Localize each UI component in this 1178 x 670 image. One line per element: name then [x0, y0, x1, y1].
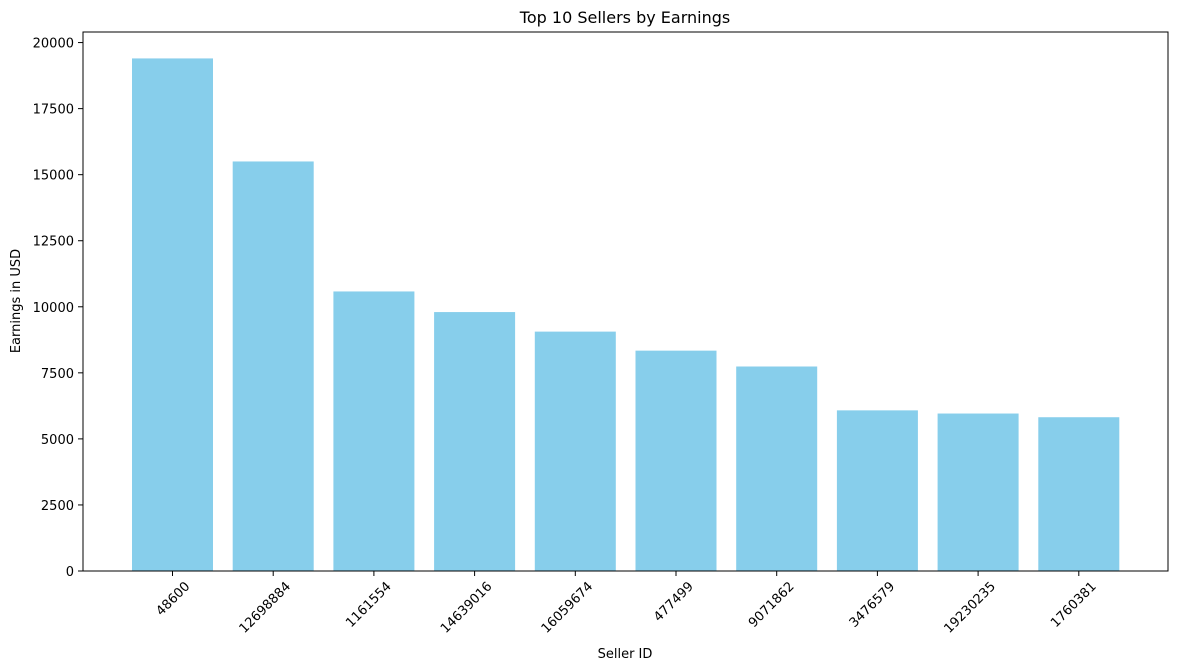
y-tick-label: 17500	[33, 103, 74, 118]
bar-48600	[132, 58, 213, 571]
y-tick-label: 15000	[33, 169, 74, 184]
y-tick-label: 7500	[41, 367, 74, 382]
chart-title: Top 10 Sellers by Earnings	[519, 8, 730, 27]
bar-16059674	[534, 331, 616, 571]
x-tick-label: 19230235	[942, 579, 999, 636]
x-tick-label: 14639016	[438, 579, 495, 636]
x-tick-label: 3476579	[847, 579, 899, 631]
x-tick-label: 16059674	[539, 579, 596, 636]
y-tick-label: 5000	[41, 433, 74, 448]
bars-group	[132, 58, 1120, 571]
y-tick-label: 12500	[33, 235, 74, 250]
plot-frame	[82, 31, 1169, 572]
bar-12698884	[232, 161, 314, 571]
x-tick-label: 9071862	[746, 579, 798, 631]
y-tick-label: 10000	[33, 301, 74, 316]
bar-1760381	[1038, 417, 1120, 571]
y-tick-label: 0	[66, 565, 74, 580]
y-axis-label: Earnings in USD	[9, 249, 24, 353]
x-axis-ticks: 48600 12698884 1161554 14639016 16059674 4774…	[153, 571, 1100, 637]
bar-1161554	[333, 291, 415, 571]
x-tick-label: 12698884	[237, 579, 294, 636]
bar-3476579	[836, 410, 918, 571]
bar-9071862	[736, 366, 818, 571]
y-tick-label: 2500	[41, 499, 74, 514]
x-axis-label: Seller ID	[598, 647, 653, 662]
x-tick-label: 1760381	[1048, 579, 1100, 631]
y-tick-label: 20000	[33, 37, 74, 52]
x-tick-label: 1161554	[343, 579, 395, 631]
y-axis-ticks: 0 2500 5000 7500 10000 12500 15000 17500 20000	[33, 37, 83, 580]
x-tick-label: 477499	[651, 579, 697, 625]
bar-14639016	[434, 312, 516, 571]
x-tick-label: 48600	[153, 579, 193, 619]
bar-19230235	[937, 413, 1019, 571]
bar-477499	[635, 350, 717, 571]
